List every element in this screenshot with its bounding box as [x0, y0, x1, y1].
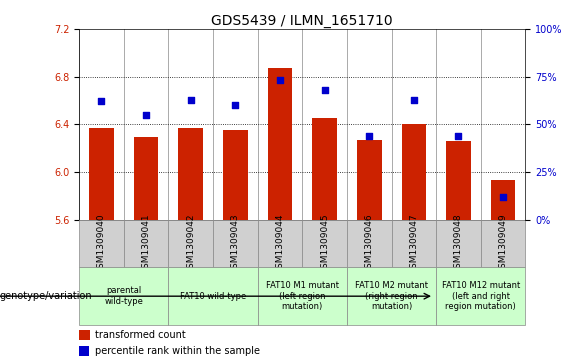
- Text: GSM1309046: GSM1309046: [365, 213, 373, 274]
- Bar: [481, 220, 525, 267]
- Text: GSM1309048: GSM1309048: [454, 213, 463, 274]
- Bar: [258, 267, 347, 325]
- Bar: [89, 128, 114, 220]
- Text: GSM1309040: GSM1309040: [97, 213, 106, 274]
- Bar: [268, 68, 292, 220]
- Bar: [79, 330, 90, 340]
- Bar: [302, 220, 347, 267]
- Point: [365, 133, 374, 139]
- Text: FAT10 M1 mutant
(left region
mutation): FAT10 M1 mutant (left region mutation): [266, 281, 339, 311]
- Bar: [347, 267, 436, 325]
- Point: [410, 97, 419, 102]
- Text: FAT10 M2 mutant
(right region
mutation): FAT10 M2 mutant (right region mutation): [355, 281, 428, 311]
- Bar: [223, 130, 247, 220]
- Bar: [357, 140, 381, 220]
- Text: GSM1309042: GSM1309042: [186, 213, 195, 274]
- Text: FAT10 wild-type: FAT10 wild-type: [180, 292, 246, 301]
- Bar: [436, 220, 481, 267]
- Bar: [79, 267, 168, 325]
- Text: GSM1309043: GSM1309043: [231, 213, 240, 274]
- Bar: [402, 124, 426, 220]
- Text: percentile rank within the sample: percentile rank within the sample: [95, 346, 260, 356]
- Point: [97, 98, 106, 104]
- Text: GSM1309045: GSM1309045: [320, 213, 329, 274]
- Bar: [168, 267, 258, 325]
- Text: FAT10 M12 mutant
(left and right
region mutation): FAT10 M12 mutant (left and right region …: [442, 281, 520, 311]
- Point: [499, 194, 508, 200]
- Bar: [79, 220, 124, 267]
- Bar: [436, 267, 525, 325]
- Bar: [168, 220, 213, 267]
- Bar: [392, 220, 436, 267]
- Text: parental
wild-type: parental wild-type: [105, 286, 143, 306]
- Point: [141, 112, 150, 118]
- Bar: [491, 180, 515, 220]
- Text: GSM1309041: GSM1309041: [142, 213, 150, 274]
- Point: [454, 133, 463, 139]
- Text: GSM1309049: GSM1309049: [499, 213, 507, 274]
- Point: [276, 78, 285, 83]
- Bar: [124, 220, 168, 267]
- Bar: [79, 346, 89, 356]
- Bar: [347, 220, 392, 267]
- Bar: [179, 128, 203, 220]
- Point: [320, 87, 329, 93]
- Bar: [446, 141, 471, 220]
- Text: transformed count: transformed count: [95, 330, 185, 340]
- Bar: [213, 220, 258, 267]
- Text: GSM1309047: GSM1309047: [410, 213, 418, 274]
- Bar: [258, 220, 302, 267]
- Point: [231, 102, 240, 108]
- Bar: [312, 118, 337, 220]
- Text: genotype/variation: genotype/variation: [0, 291, 93, 301]
- Bar: [134, 138, 158, 220]
- Point: [186, 97, 195, 102]
- Text: GSM1309044: GSM1309044: [276, 213, 284, 274]
- Title: GDS5439 / ILMN_1651710: GDS5439 / ILMN_1651710: [211, 14, 393, 28]
